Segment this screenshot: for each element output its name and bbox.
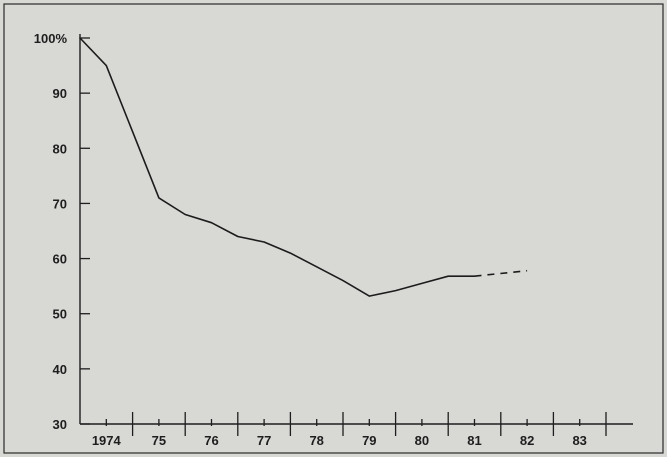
x-tick-label: 76 <box>204 433 218 448</box>
axes <box>79 34 633 425</box>
x-tick-label: 81 <box>467 433 481 448</box>
x-tick-label: 82 <box>520 433 534 448</box>
y-tick-label: 30 <box>53 417 67 432</box>
x-axis-ticks: 1974 75 76 77 78 79 80 81 82 83 <box>92 412 607 448</box>
series-line <box>79 37 476 297</box>
y-axis-ticks: 30 40 50 60 70 80 90 100% <box>34 31 90 432</box>
x-tick-label: 77 <box>257 433 271 448</box>
y-tick-label: 50 <box>53 307 67 322</box>
series-group <box>79 37 528 297</box>
chart-frame <box>3 3 664 454</box>
x-tick-label: 1974 <box>92 433 122 448</box>
x-tick-label: 79 <box>362 433 376 448</box>
x-tick-label: 80 <box>415 433 429 448</box>
y-tick-label: 100% <box>34 31 68 46</box>
x-tick-label: 75 <box>152 433 166 448</box>
x-tick-label: 83 <box>572 433 586 448</box>
y-tick-label: 40 <box>53 362 67 377</box>
y-tick-label: 80 <box>53 141 67 156</box>
series-line-projected <box>474 269 528 277</box>
x-tick-label: 78 <box>309 433 323 448</box>
y-tick-label: 70 <box>53 196 67 211</box>
y-tick-label: 90 <box>53 86 67 101</box>
y-tick-label: 60 <box>53 252 67 267</box>
